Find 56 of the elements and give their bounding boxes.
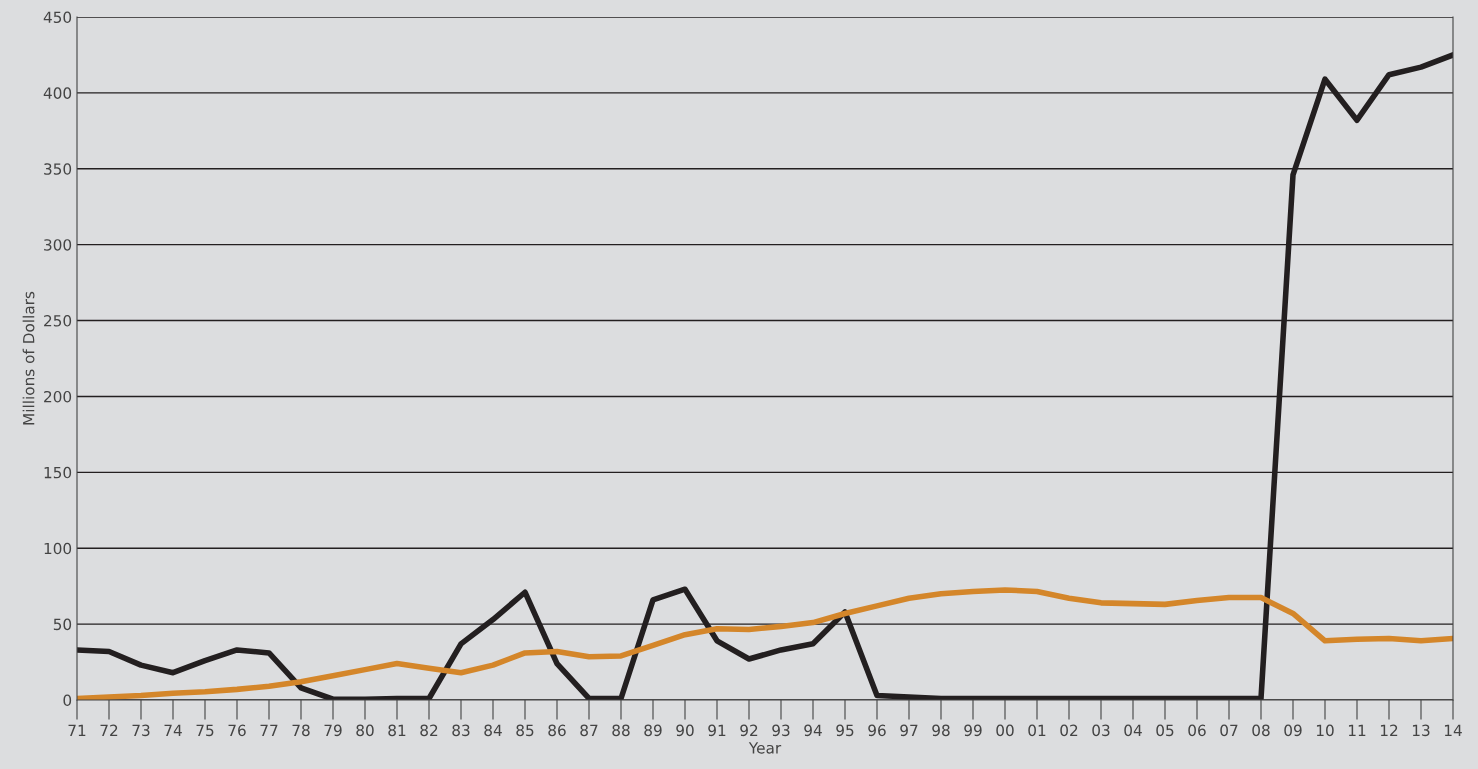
x-tick-label: 74 bbox=[164, 724, 182, 736]
x-tick-label: 81 bbox=[388, 724, 406, 737]
x-tick-label: 02 bbox=[1060, 724, 1078, 737]
x-tick-label: 96 bbox=[868, 724, 886, 737]
x-tick-label: 78 bbox=[292, 724, 310, 737]
y-tick-label: 100 bbox=[44, 542, 72, 555]
x-tick-label: 00 bbox=[996, 724, 1014, 737]
x-tick-label: 80 bbox=[356, 724, 374, 737]
x-tick-label: 91 bbox=[708, 724, 726, 737]
x-tick-label: 73 bbox=[132, 724, 150, 737]
x-tick-label: 99 bbox=[964, 724, 982, 737]
x-tick-label: 79 bbox=[324, 724, 342, 737]
x-tick-label: 71 bbox=[68, 724, 86, 736]
x-tick-label: 03 bbox=[1092, 724, 1110, 737]
x-tick-label: 82 bbox=[420, 724, 438, 737]
x-tick-label: 85 bbox=[516, 724, 534, 737]
y-axis-title: Millions of Dollars bbox=[22, 291, 35, 425]
x-tick-label: 86 bbox=[548, 724, 566, 737]
x-tick-label: 14 bbox=[1444, 724, 1462, 736]
x-tick-label: 97 bbox=[900, 724, 918, 737]
y-tick-label: 450 bbox=[43, 11, 72, 24]
x-tick-label: 04 bbox=[1124, 724, 1142, 737]
x-tick-label: 07 bbox=[1220, 724, 1238, 737]
x-tick-label: 77 bbox=[260, 724, 278, 736]
x-tick-label: 87 bbox=[580, 724, 598, 737]
x-tick-label: 83 bbox=[452, 724, 470, 737]
x-tick-label: 90 bbox=[676, 724, 694, 737]
y-tick-label: 0 bbox=[63, 694, 72, 707]
x-tick-label: 95 bbox=[836, 724, 854, 737]
x-tick-label: 98 bbox=[932, 724, 950, 737]
y-tick-label: 300 bbox=[44, 239, 72, 251]
x-tick-label: 10 bbox=[1316, 724, 1334, 737]
x-tick-label: 76 bbox=[228, 724, 246, 737]
y-tick-label: 150 bbox=[44, 466, 72, 479]
x-tick-label: 05 bbox=[1156, 724, 1174, 737]
x-tick-label: 88 bbox=[612, 724, 630, 737]
x-tick-label: 13 bbox=[1412, 724, 1430, 737]
x-tick-label: 12 bbox=[1380, 724, 1398, 736]
x-axis-title: Year bbox=[748, 742, 782, 754]
x-tick-label: 01 bbox=[1028, 724, 1046, 737]
x-tick-label: 08 bbox=[1252, 724, 1270, 737]
y-tick-label: 250 bbox=[44, 315, 72, 327]
y-tick-label: 400 bbox=[43, 87, 72, 99]
x-tick-label: 72 bbox=[100, 724, 118, 736]
y-tick-label: 50 bbox=[53, 618, 72, 631]
x-tick-label: 94 bbox=[804, 724, 822, 737]
x-tick-label: 75 bbox=[196, 724, 214, 737]
x-tick-label: 06 bbox=[1188, 724, 1206, 737]
x-tick-label: 11 bbox=[1348, 724, 1366, 736]
x-tick-label: 89 bbox=[644, 724, 662, 737]
y-tick-label: 200 bbox=[44, 390, 72, 403]
x-tick-label: 84 bbox=[484, 724, 502, 737]
x-tick-label: 92 bbox=[740, 724, 758, 737]
y-tick-label: 350 bbox=[44, 163, 72, 175]
x-tick-label: 93 bbox=[772, 724, 790, 737]
x-tick-label: 09 bbox=[1284, 724, 1302, 737]
